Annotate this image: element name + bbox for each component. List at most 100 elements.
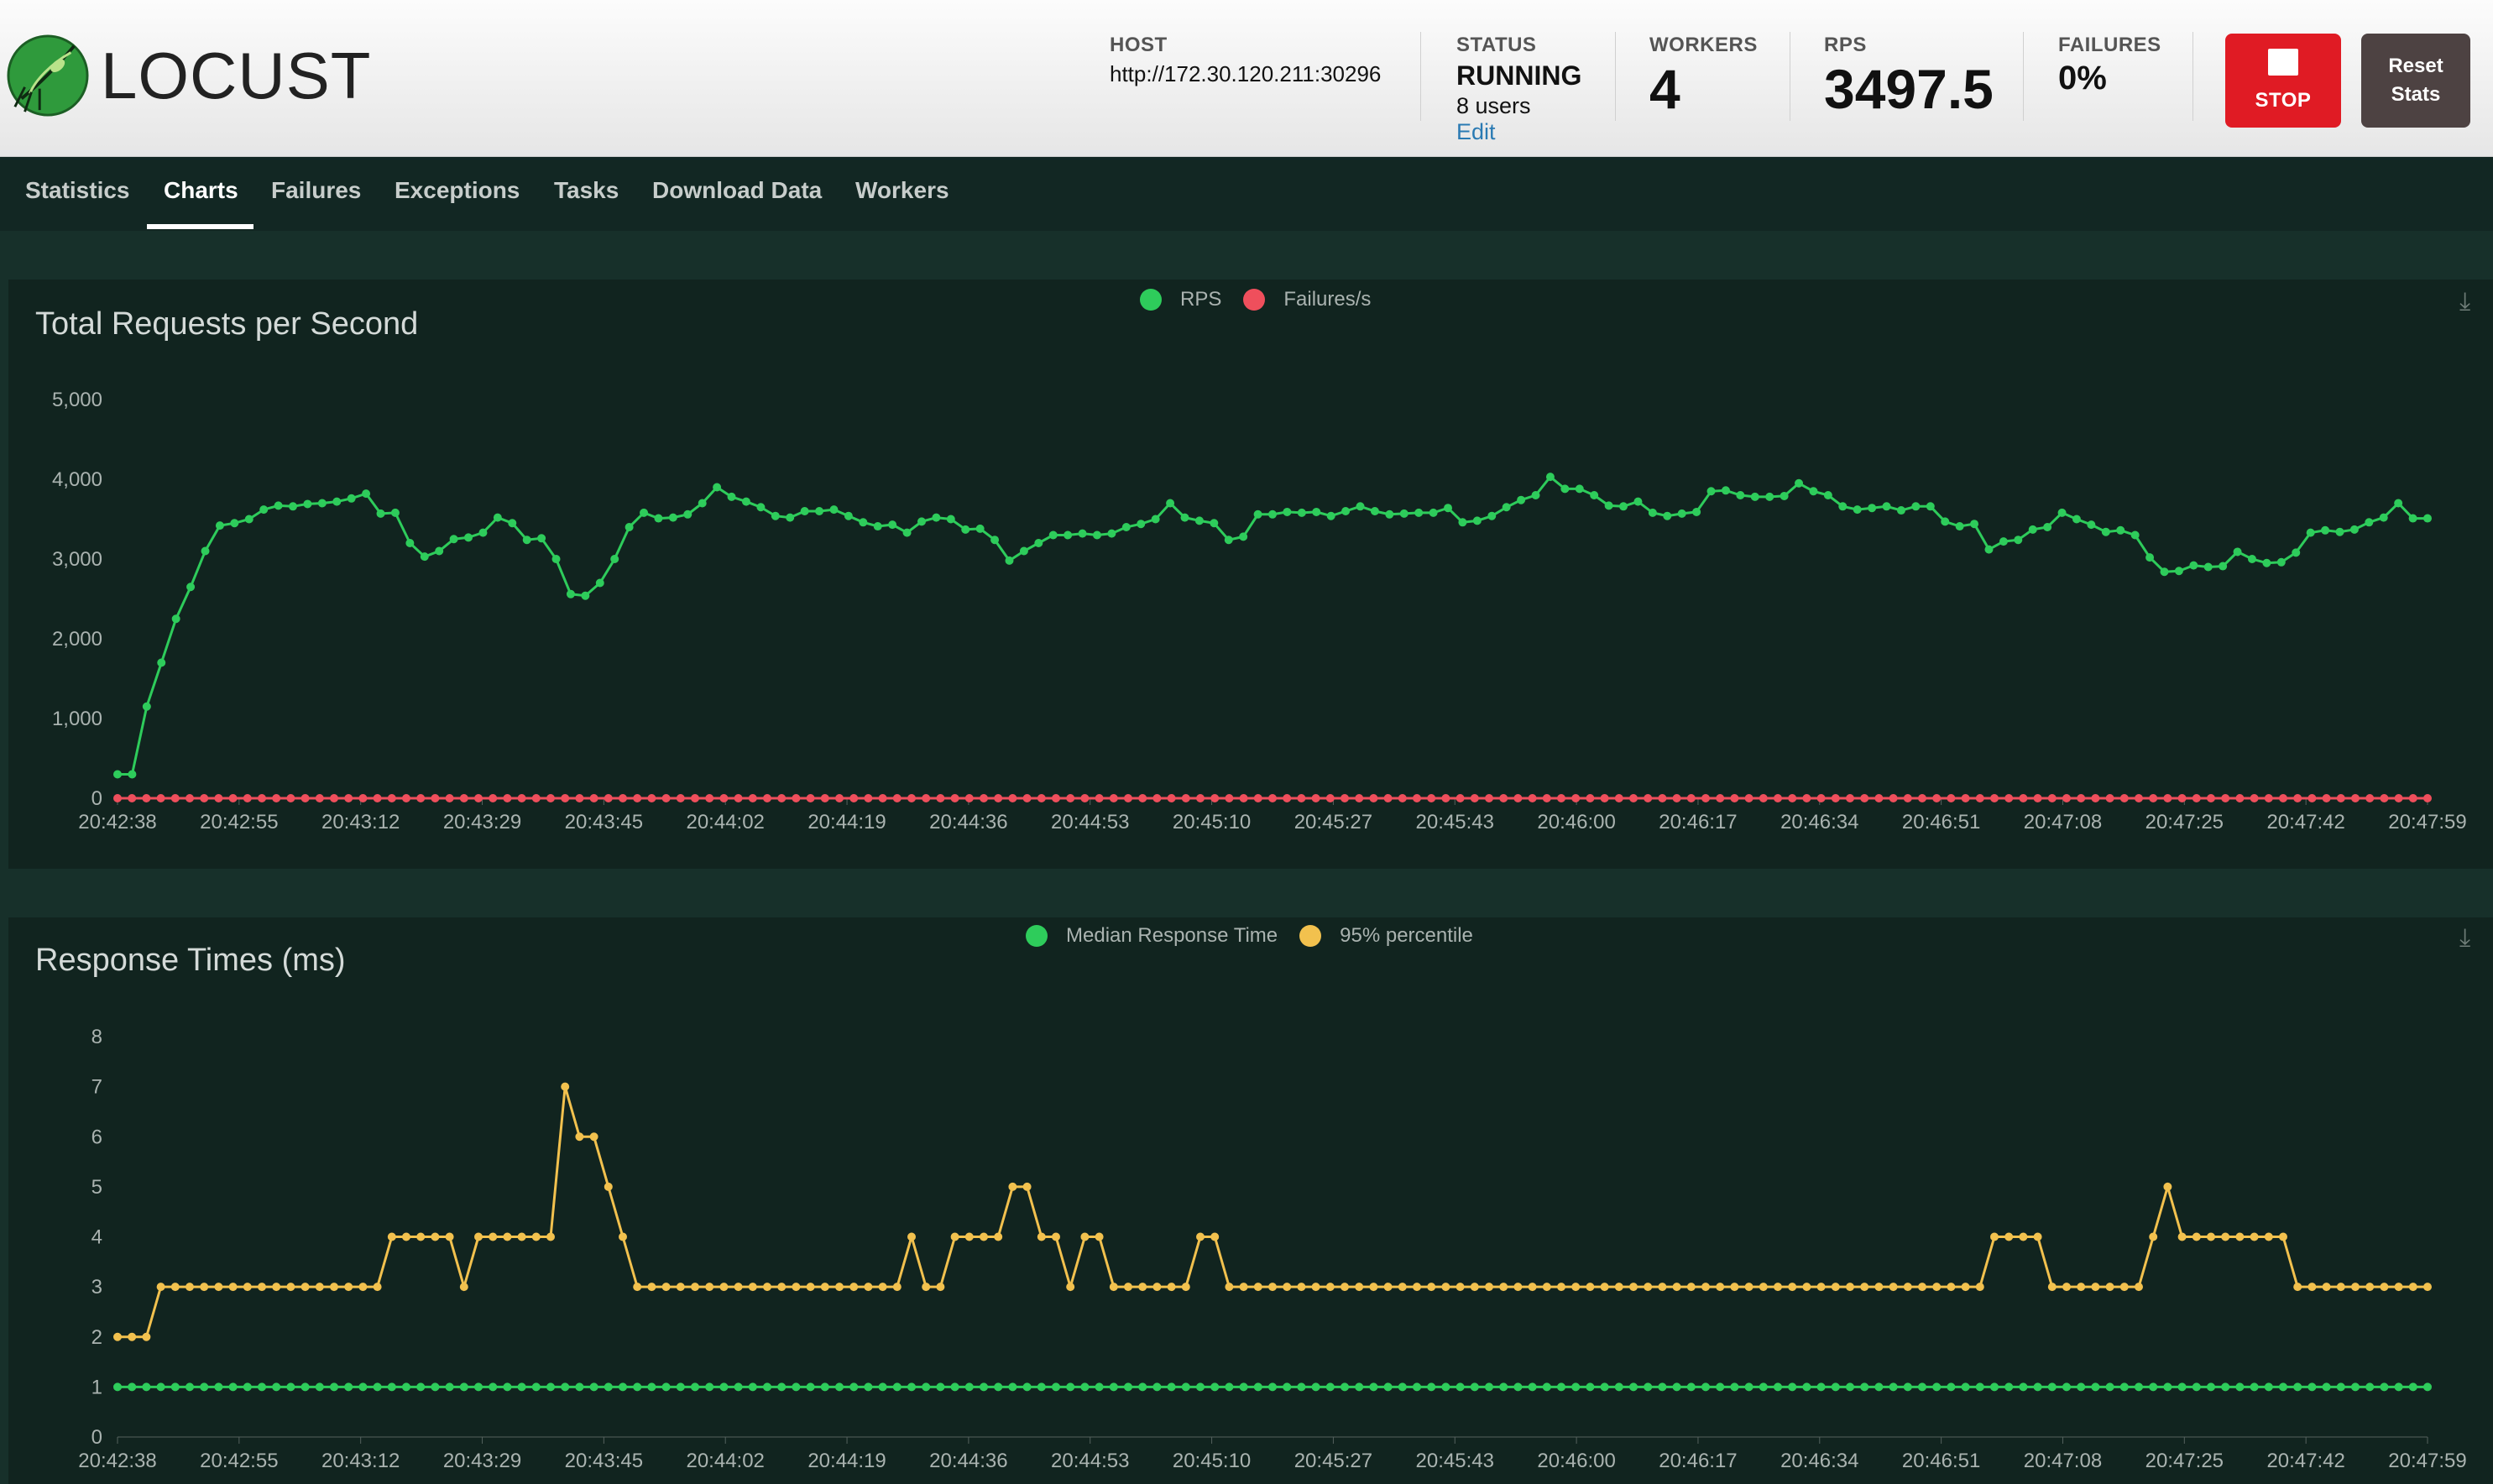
- data-point: [1268, 794, 1277, 802]
- data-point: [2135, 1283, 2143, 1292]
- data-point: [994, 794, 1003, 802]
- data-point: [1499, 1283, 1508, 1292]
- data-point: [1383, 1283, 1393, 1292]
- data-point: [990, 536, 1000, 545]
- data-point: [2408, 514, 2417, 523]
- data-point: [2101, 527, 2110, 536]
- data-point: [1078, 529, 1087, 538]
- data-point: [2279, 1382, 2287, 1392]
- x-tick-label: 20:45:27: [1294, 811, 1372, 833]
- data-point: [1557, 1283, 1565, 1292]
- data-point: [230, 519, 239, 528]
- data-point: [1542, 1283, 1551, 1292]
- data-point: [2119, 1382, 2129, 1392]
- data-point: [1586, 794, 1595, 802]
- data-point: [1874, 1382, 1884, 1392]
- tab-failures[interactable]: Failures: [271, 177, 362, 203]
- data-point: [2423, 1382, 2432, 1392]
- data-point: [1441, 1283, 1450, 1292]
- data-point: [2235, 1232, 2245, 1241]
- data-point: [1816, 794, 1826, 802]
- failures-label: FAILURES: [2058, 34, 2161, 56]
- data-point: [922, 1283, 931, 1292]
- locust-logo[interactable]: LOCUST: [7, 34, 371, 118]
- y-tick-label: 4: [91, 1226, 102, 1249]
- data-point: [2349, 525, 2359, 534]
- data-point: [2177, 794, 2187, 802]
- tab-charts[interactable]: Charts: [164, 177, 238, 203]
- data-point: [1080, 1232, 1090, 1241]
- download-icon[interactable]: ⤓: [2459, 288, 2471, 316]
- data-point: [1774, 1382, 1782, 1392]
- data-point: [2279, 1232, 2287, 1241]
- data-point: [2221, 1382, 2230, 1392]
- data-point: [777, 1382, 787, 1392]
- data-point: [200, 794, 209, 802]
- data-point: [1941, 517, 1950, 526]
- data-point: [668, 513, 677, 522]
- data-point: [1571, 1283, 1581, 1292]
- data-point: [1853, 505, 1862, 515]
- rps-chart-panel: Total Requests per Second RPS Failures/s…: [8, 280, 2493, 869]
- data-point: [1672, 794, 1681, 802]
- data-point: [1513, 1382, 1523, 1392]
- reset-stats-button[interactable]: Reset Stats: [2361, 34, 2470, 128]
- data-point: [431, 1232, 440, 1241]
- data-point: [806, 1283, 815, 1292]
- data-point: [1470, 1382, 1479, 1392]
- data-point: [1369, 794, 1378, 802]
- x-tick-label: 20:47:25: [2145, 811, 2224, 833]
- data-point: [2276, 557, 2286, 567]
- data-point: [1472, 516, 1482, 525]
- data-point: [741, 497, 750, 506]
- data-point: [878, 1382, 887, 1392]
- data-point: [1398, 1382, 1407, 1392]
- data-point: [1194, 516, 1204, 525]
- data-point: [1167, 1382, 1176, 1392]
- data-point: [1109, 1283, 1118, 1292]
- data-point: [676, 1283, 685, 1292]
- tab-statistics[interactable]: Statistics: [25, 177, 130, 203]
- data-point: [1385, 509, 1394, 519]
- data-point: [142, 702, 151, 711]
- legend-item-median[interactable]: Median Response Time: [1026, 924, 1278, 948]
- data-point: [2004, 794, 2014, 802]
- data-point: [2077, 1283, 2086, 1292]
- data-point: [128, 770, 137, 779]
- stop-button[interactable]: STOP: [2225, 34, 2341, 128]
- y-tick-label: 0: [91, 787, 102, 810]
- edit-link[interactable]: Edit: [1456, 119, 1496, 144]
- tab-download-data[interactable]: Download Data: [652, 177, 823, 203]
- data-point: [1311, 1283, 1320, 1292]
- x-tick-label: 20:46:00: [1537, 1450, 1615, 1472]
- download-icon[interactable]: ⤓: [2459, 924, 2471, 952]
- data-point: [806, 1382, 815, 1392]
- data-point: [1903, 794, 1912, 802]
- data-point: [1716, 794, 1725, 802]
- tab-workers[interactable]: Workers: [855, 177, 949, 203]
- legend-item-rps[interactable]: RPS: [1140, 288, 1221, 311]
- data-point: [1022, 1382, 1032, 1392]
- data-point: [170, 1283, 180, 1292]
- data-point: [1224, 536, 1233, 545]
- data-point: [2351, 1382, 2360, 1392]
- data-point: [2047, 794, 2057, 802]
- data-point: [619, 1382, 627, 1392]
- data-point: [800, 507, 809, 515]
- legend-label: 95% percentile: [1340, 924, 1473, 947]
- workers-stat: WORKERS 4: [1649, 34, 1758, 118]
- data-point: [1066, 1283, 1075, 1292]
- data-point: [272, 1382, 281, 1392]
- data-point: [1823, 491, 1832, 499]
- data-point: [878, 1283, 887, 1292]
- data-point: [1590, 491, 1599, 499]
- data-point: [435, 546, 444, 556]
- y-tick-label: 2: [91, 1326, 102, 1349]
- legend-item-p95[interactable]: 95% percentile: [1299, 924, 1473, 948]
- data-point: [633, 794, 642, 802]
- tab-tasks[interactable]: Tasks: [554, 177, 619, 203]
- data-point: [1614, 794, 1623, 802]
- data-point: [186, 583, 196, 592]
- tab-exceptions[interactable]: Exceptions: [395, 177, 520, 203]
- legend-item-failures[interactable]: Failures/s: [1243, 288, 1371, 311]
